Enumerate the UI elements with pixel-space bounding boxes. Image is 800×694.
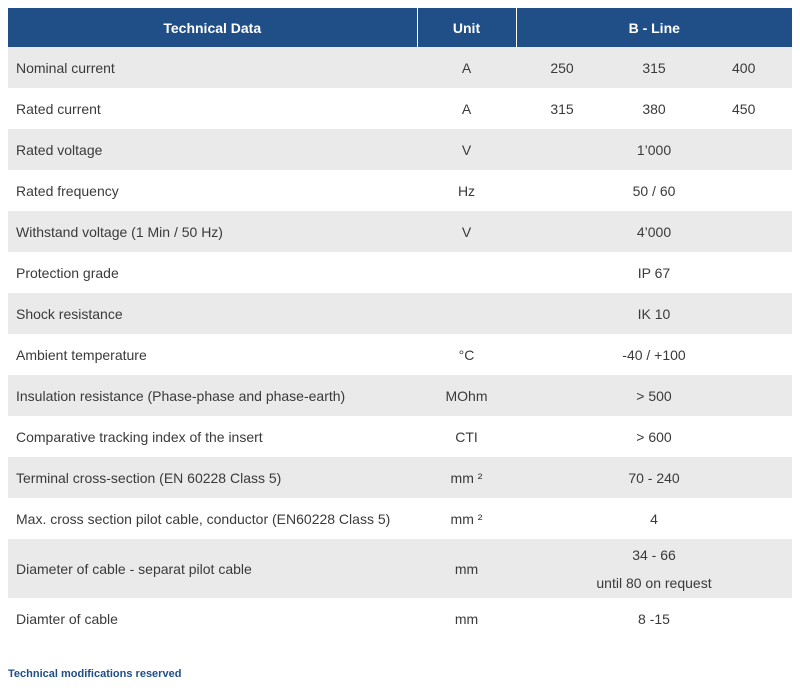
table-row: Max. cross section pilot cable, conducto… [8,498,792,539]
row-value-line-1: 34 - 66 [632,546,676,563]
table-row: Diamter of cable mm 8 -15 [8,598,792,639]
row-value: IP 67 [516,252,792,293]
row-unit: mm [417,598,516,639]
row-unit: °C [417,334,516,375]
table-row: Ambient temperature °C -40 / +100 [8,334,792,375]
row-parameter: Rated frequency [8,170,417,211]
row-parameter: Diamter of cable [8,598,417,639]
row-unit: Hz [417,170,516,211]
row-unit [417,293,516,334]
row-unit: V [417,211,516,252]
technical-data-table: Technical Data Unit B - Line Nominal cur… [8,8,792,639]
table-row: Terminal cross-section (EN 60228 Class 5… [8,457,792,498]
row-unit: A [417,88,516,129]
table-header-row: Technical Data Unit B - Line [8,8,792,47]
row-value: 4’000 [516,211,792,252]
row-value: > 500 [516,375,792,416]
row-unit: mm ² [417,457,516,498]
table-row: Withstand voltage (1 Min / 50 Hz) V 4’00… [8,211,792,252]
table-row: Nominal current A 250 315 400 [8,47,792,88]
row-unit: V [417,129,516,170]
row-parameter: Max. cross section pilot cable, conducto… [8,498,417,539]
table-row: Rated current A 315 380 450 [8,88,792,129]
row-value-315: 315 [516,88,608,129]
row-value-250: 250 [516,47,608,88]
table-row: Diameter of cable - separat pilot cable … [8,539,792,598]
table-row: Comparative tracking index of the insert… [8,416,792,457]
row-value: > 600 [516,416,792,457]
row-value-450: 450 [700,88,792,129]
table-row: Insulation resistance (Phase-phase and p… [8,375,792,416]
row-value: 50 / 60 [516,170,792,211]
row-unit: MOhm [417,375,516,416]
row-value-315: 315 [608,47,700,88]
row-value: 8 -15 [516,598,792,639]
row-value: 1’000 [516,129,792,170]
footnote: Technical modifications reserved [8,668,182,680]
row-value: -40 / +100 [516,334,792,375]
row-unit [417,252,516,293]
row-unit: mm ² [417,498,516,539]
row-parameter: Protection grade [8,252,417,293]
table-row: Protection grade IP 67 [8,252,792,293]
row-unit: A [417,47,516,88]
row-parameter: Shock resistance [8,293,417,334]
row-unit: CTI [417,416,516,457]
header-b-line: B - Line [516,8,792,47]
row-parameter: Rated voltage [8,129,417,170]
row-value: 70 - 240 [516,457,792,498]
row-parameter: Nominal current [8,47,417,88]
row-parameter: Ambient temperature [8,334,417,375]
row-value: 4 [516,498,792,539]
row-value: 34 - 66 until 80 on request [516,539,792,598]
table-row: Rated frequency Hz 50 / 60 [8,170,792,211]
row-parameter: Terminal cross-section (EN 60228 Class 5… [8,457,417,498]
row-value-line-2: until 80 on request [596,574,712,591]
header-unit: Unit [416,8,517,47]
table-row: Shock resistance IK 10 [8,293,792,334]
row-parameter: Withstand voltage (1 Min / 50 Hz) [8,211,417,252]
row-value-400: 400 [700,47,792,88]
row-parameter: Insulation resistance (Phase-phase and p… [8,375,417,416]
row-value-380: 380 [608,88,700,129]
row-parameter: Diameter of cable - separat pilot cable [8,539,417,598]
table-row: Rated voltage V 1’000 [8,129,792,170]
row-value: IK 10 [516,293,792,334]
row-parameter: Rated current [8,88,417,129]
row-unit: mm [417,539,516,598]
row-parameter: Comparative tracking index of the insert [8,416,417,457]
header-technical-data: Technical Data [8,8,417,47]
